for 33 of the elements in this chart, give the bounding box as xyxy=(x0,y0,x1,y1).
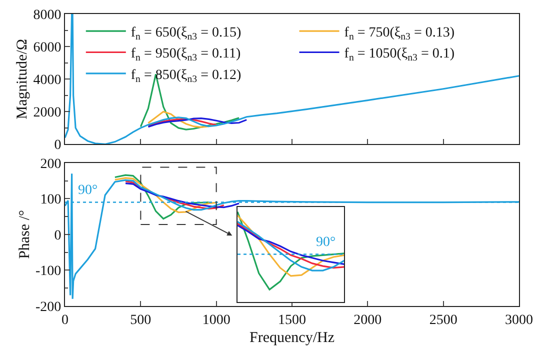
y-tick-label: -100 xyxy=(36,264,62,280)
line-series xyxy=(114,177,218,214)
line-series xyxy=(65,14,519,144)
legend-label: f$_{n}$ = 750(ξ$_{n3}$ = 0.13) xyxy=(344,26,455,42)
legend-label: f$_{n}$ = 650(ξ$_{n3}$ = 0.15) xyxy=(130,26,242,42)
y-tick-label: 0 xyxy=(54,138,62,154)
x-tick-label: 3000 xyxy=(505,312,533,328)
y-tick-label: 2000 xyxy=(33,106,62,121)
line-series xyxy=(114,174,210,220)
y-tick-label: 200 xyxy=(40,156,62,172)
y-axis-title: Magnitude/Ω xyxy=(14,38,30,120)
legend-label: f$_{n}$ = 950(ξ$_{n3}$ = 0.11) xyxy=(130,46,241,64)
y-tick-label: 8000 xyxy=(33,8,62,23)
line-series xyxy=(147,118,218,126)
annotation: 90° xyxy=(316,235,336,250)
y-tick-label: 6000 xyxy=(33,40,62,56)
y-tick-label: 100 xyxy=(40,192,62,208)
line-series xyxy=(147,110,218,128)
y-axis-title: Phase /° xyxy=(16,210,33,259)
x-tick-label: 1000 xyxy=(202,312,230,328)
x-tick-label: 1500 xyxy=(278,312,306,328)
x-tick-label: 2500 xyxy=(429,312,458,328)
ref-line-label: 90° xyxy=(78,183,98,198)
x-axis-title: Frequency/Hz xyxy=(250,330,335,346)
y-tick-label: -200 xyxy=(36,300,62,315)
y-tick-label: 4000 xyxy=(33,73,62,88)
legend-label: f$_{n}$ = 850(ξ$_{n3}$ = 0.12) xyxy=(130,68,242,85)
line-series xyxy=(124,182,240,208)
x-tick-label: 2000 xyxy=(354,312,382,328)
line-series xyxy=(147,118,248,128)
legend-label: f$_{n}$ = 1050(ξ$_{n3}$ = 0.1) xyxy=(344,46,455,64)
x-tick-label: 500 xyxy=(130,312,152,328)
y-tick-label: 0 xyxy=(54,228,62,244)
